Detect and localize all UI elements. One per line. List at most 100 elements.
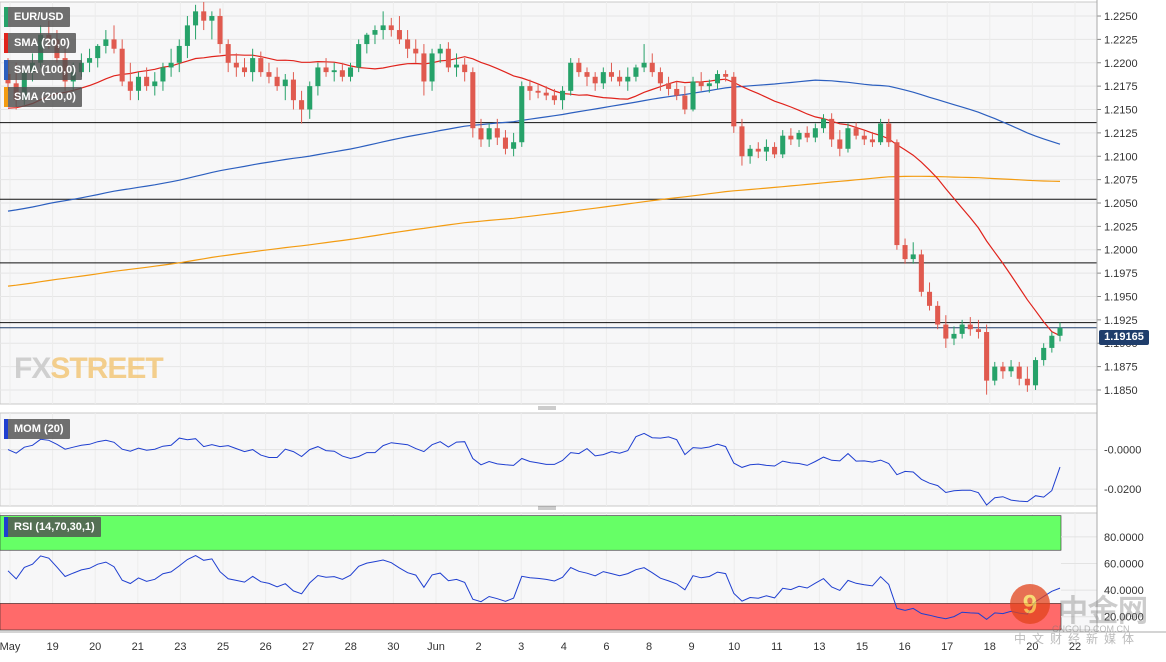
candle-body bbox=[853, 128, 859, 136]
candle-body bbox=[804, 132, 810, 138]
candle-body bbox=[250, 58, 256, 73]
candle-body bbox=[584, 72, 590, 77]
candle-body bbox=[1016, 366, 1022, 379]
candle-body bbox=[633, 67, 639, 77]
sma20-line bbox=[7, 54, 1061, 337]
time-axis-label: 15 bbox=[856, 641, 868, 653]
price-tick-label: 1.2250 bbox=[1104, 11, 1138, 23]
candle-body bbox=[258, 58, 264, 73]
candle-body bbox=[470, 72, 476, 129]
candle-body bbox=[135, 76, 142, 91]
candle-body bbox=[331, 70, 337, 73]
time-axis-label: 30 bbox=[387, 641, 399, 653]
candle-body bbox=[225, 44, 231, 63]
overlay-label-sma20[interactable]: SMA (20,0) bbox=[4, 33, 76, 53]
candle-body bbox=[339, 70, 345, 77]
candle-body bbox=[201, 11, 207, 21]
price-tick-label: 1.2050 bbox=[1104, 198, 1138, 210]
time-axis-label: 13 bbox=[813, 641, 825, 653]
sma20-text: SMA (20,0) bbox=[14, 37, 70, 49]
time-axis-label: 26 bbox=[259, 641, 271, 653]
price-tick-label: 1.1975 bbox=[1104, 268, 1138, 280]
rsi-line bbox=[7, 555, 1061, 621]
price-tick-label: 1.2075 bbox=[1104, 175, 1138, 187]
candle-body bbox=[812, 128, 818, 138]
indicator-label-rsi[interactable]: RSI (14,70,30,1) bbox=[4, 517, 101, 537]
candle-body bbox=[780, 135, 786, 155]
candle-body bbox=[829, 118, 835, 140]
time-axis-label: 3 bbox=[518, 641, 524, 653]
time-axis-label: 25 bbox=[217, 641, 229, 653]
candle-body bbox=[560, 90, 566, 101]
candle-body bbox=[600, 72, 606, 84]
candle-body bbox=[772, 146, 778, 155]
candle-body bbox=[535, 90, 541, 93]
candle-body bbox=[576, 62, 582, 73]
price-tick-label: 1.2125 bbox=[1104, 128, 1138, 140]
mom-tick-label: -0.0000 bbox=[1104, 445, 1141, 457]
candle-body bbox=[241, 67, 248, 73]
candle-body bbox=[1057, 327, 1063, 336]
rsi-tick-label: 40.0000 bbox=[1104, 585, 1144, 597]
candle-body bbox=[837, 139, 843, 149]
time-axis-label: 18 bbox=[984, 641, 996, 653]
candle-body bbox=[176, 45, 182, 63]
candle-body bbox=[486, 128, 492, 140]
candle-body bbox=[511, 142, 517, 149]
price-tick-label: 1.2175 bbox=[1104, 81, 1138, 93]
candle-body bbox=[910, 254, 916, 260]
candle-body bbox=[674, 88, 680, 96]
indicator-label-mom[interactable]: MOM (20) bbox=[4, 419, 70, 439]
candle-body bbox=[1049, 335, 1055, 348]
overlay-label-sma100[interactable]: SMA (100,0) bbox=[4, 60, 82, 80]
symbol-text: EUR/USD bbox=[14, 11, 64, 23]
time-axis-label: 19 bbox=[46, 641, 58, 653]
candle-body bbox=[209, 16, 215, 21]
candle-body bbox=[437, 48, 443, 54]
candle-body bbox=[755, 148, 761, 152]
candle-body bbox=[184, 25, 190, 46]
candle-body bbox=[682, 95, 688, 110]
overlay-label-sma200[interactable]: SMA (200,0) bbox=[4, 87, 82, 107]
candle-body bbox=[641, 62, 647, 68]
candle-body bbox=[307, 86, 313, 110]
candle-body bbox=[796, 132, 802, 140]
sma100-swatch bbox=[4, 60, 8, 80]
candle-body bbox=[405, 39, 411, 49]
candle-body bbox=[1024, 378, 1030, 386]
candle-body bbox=[494, 128, 500, 138]
candle-body bbox=[894, 142, 900, 246]
candle-body bbox=[266, 72, 272, 77]
candle-body bbox=[714, 73, 721, 84]
candle-body bbox=[364, 34, 370, 45]
candle-body bbox=[747, 148, 753, 157]
candle-body bbox=[127, 81, 133, 91]
candle-body bbox=[111, 39, 117, 49]
symbol-label[interactable]: EUR/USD bbox=[4, 7, 70, 27]
rsi-oversold-zone bbox=[0, 603, 1062, 631]
time-axis-label: 6 bbox=[603, 641, 609, 653]
sma100-line bbox=[7, 79, 1061, 212]
candle-body bbox=[160, 67, 166, 82]
time-axis-label: 20 bbox=[1026, 641, 1038, 653]
candle-body bbox=[527, 86, 533, 91]
candle-body bbox=[926, 291, 933, 306]
candle-body bbox=[551, 95, 557, 101]
candle-body bbox=[290, 79, 296, 101]
candle-body bbox=[788, 135, 794, 140]
candle-body bbox=[282, 79, 288, 87]
candle-body bbox=[429, 53, 435, 82]
candle-body bbox=[103, 39, 109, 46]
candle-body bbox=[861, 135, 867, 140]
candle-body bbox=[845, 128, 851, 149]
candle-body bbox=[519, 86, 525, 143]
time-axis-label: Jun bbox=[427, 641, 445, 653]
time-axis-label: 22 bbox=[1069, 641, 1081, 653]
candle-body bbox=[984, 332, 990, 381]
candle-body bbox=[878, 123, 884, 143]
sma200-swatch bbox=[4, 87, 8, 107]
candle-body bbox=[462, 64, 468, 73]
candle-body bbox=[1033, 360, 1039, 386]
